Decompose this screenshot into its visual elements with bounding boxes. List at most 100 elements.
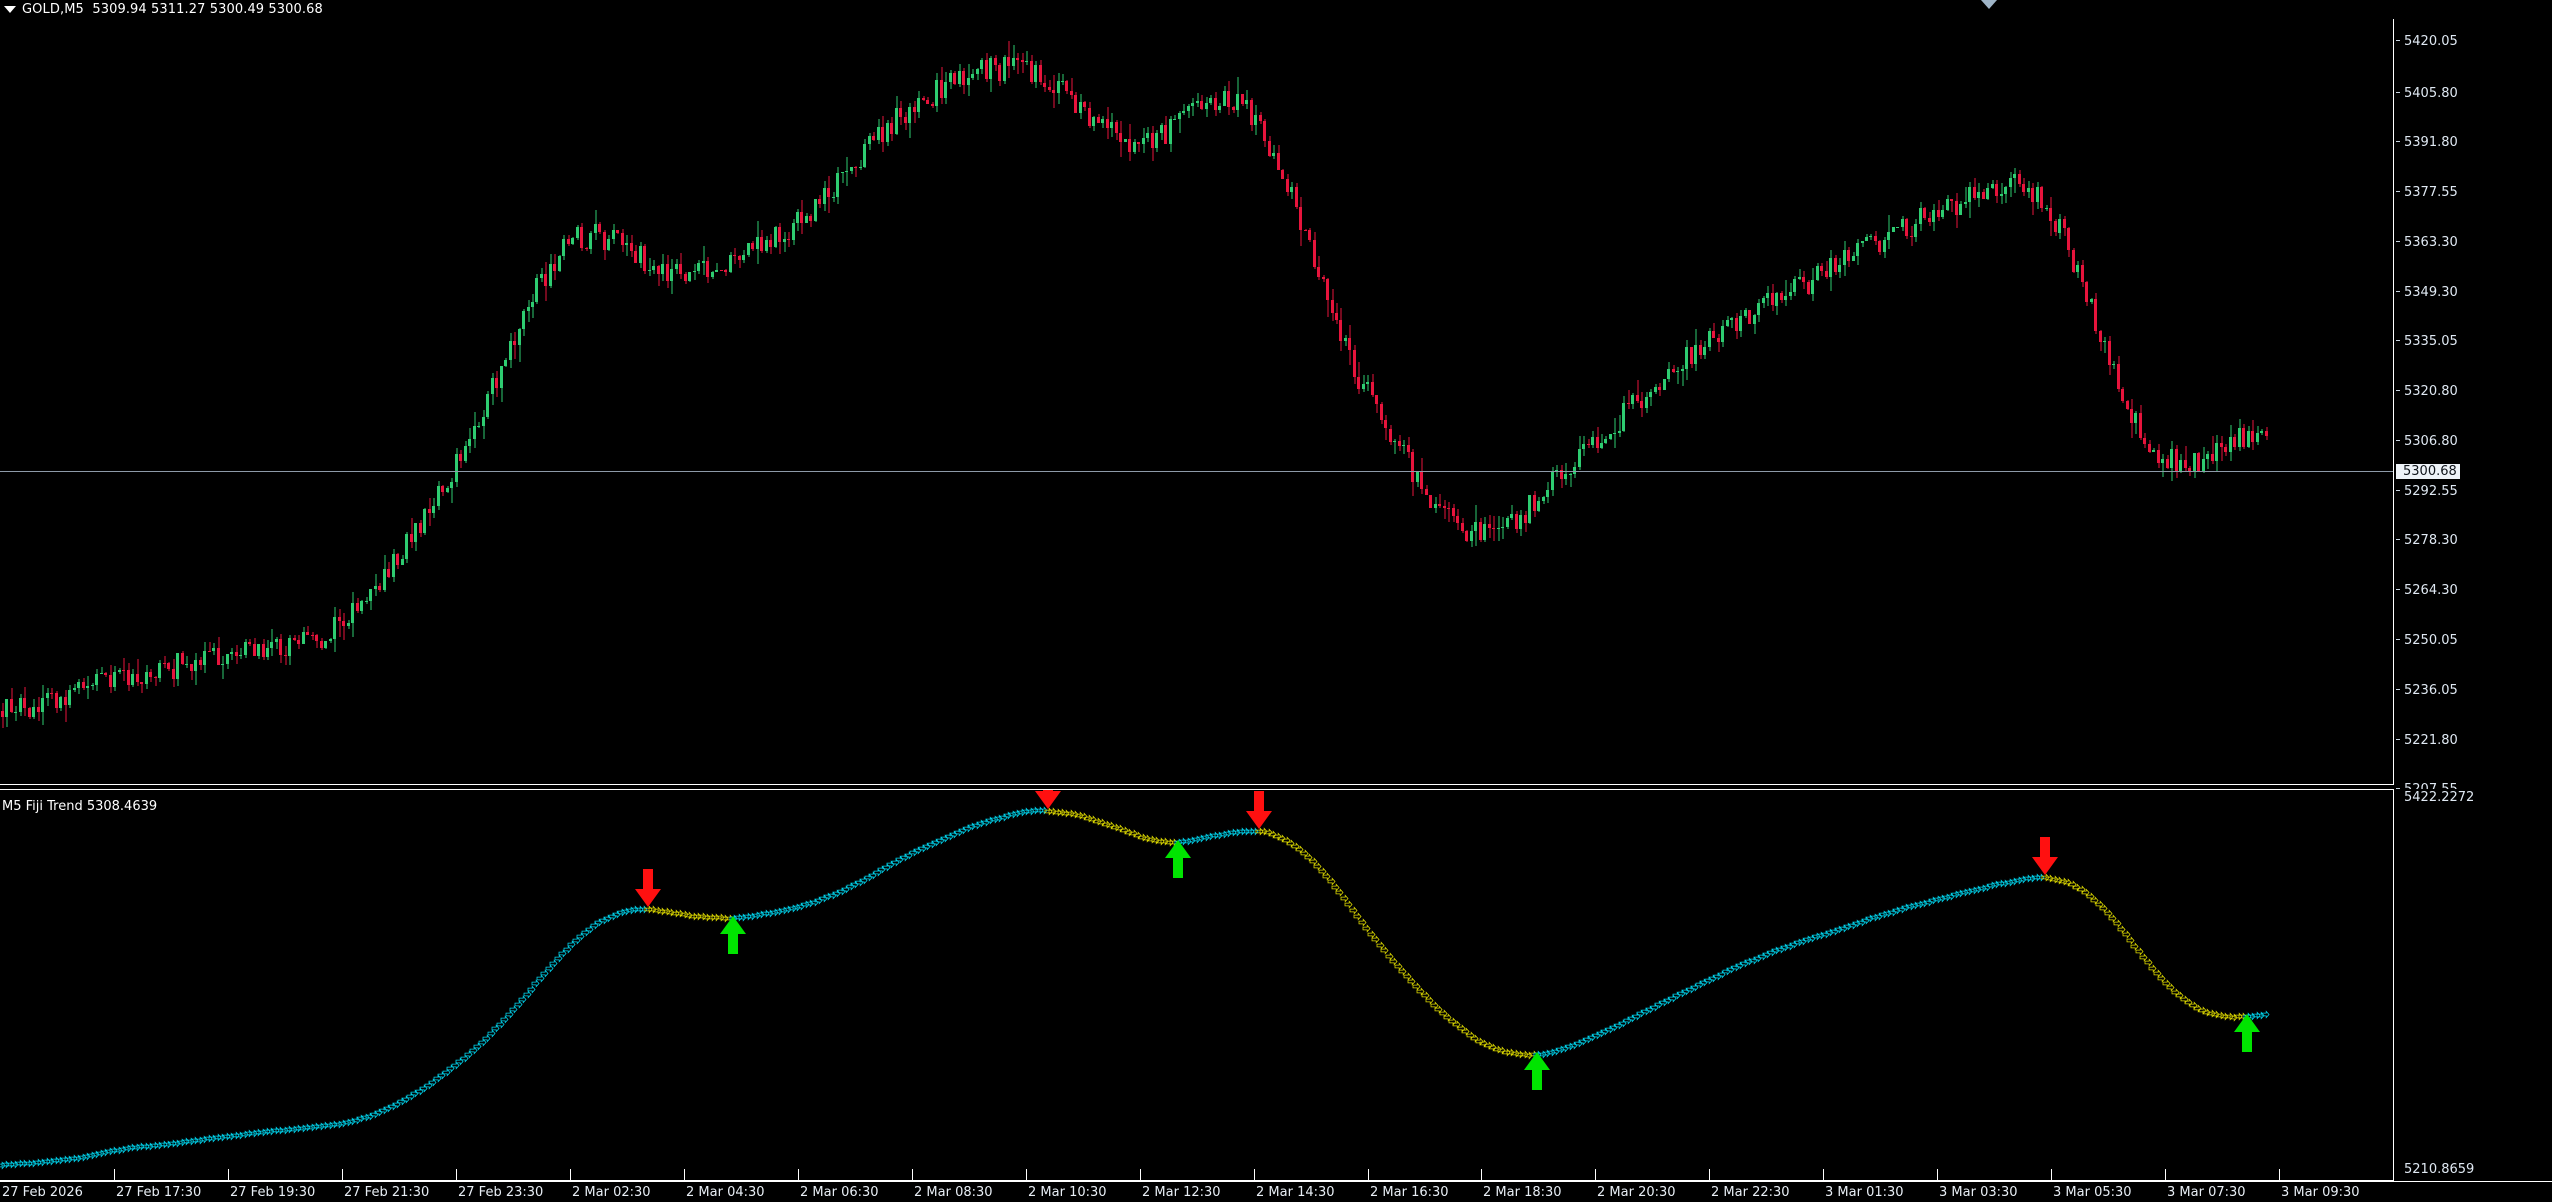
candlestick (473, 412, 476, 448)
trend-down-arrow-icon (1151, 836, 1160, 845)
trend-up-arrow-icon (1627, 1014, 1636, 1023)
candlestick (1070, 78, 1073, 99)
trend-up-arrow-icon (765, 908, 774, 918)
trend-down-arrow-icon (675, 909, 684, 919)
candlestick (1721, 320, 1724, 347)
trend-up-arrow-icon (1978, 883, 1987, 893)
trend-down-arrow-icon (1295, 845, 1304, 854)
trend-up-arrow-icon (361, 1113, 370, 1122)
candlestick (311, 632, 314, 641)
candlestick (747, 242, 750, 257)
candlestick (2188, 465, 2191, 476)
candlestick (509, 333, 512, 368)
time-tick (1595, 1173, 1596, 1182)
trend-up-arrow-icon (505, 1010, 514, 1019)
candlestick (1200, 94, 1203, 111)
trend-up-arrow-icon (1928, 896, 1937, 906)
trend-up-arrow-icon (981, 818, 990, 827)
trend-down-arrow-icon (684, 911, 693, 920)
indicator-pane[interactable] (0, 789, 2394, 1181)
candlestick (2072, 248, 2075, 274)
candlestick (1043, 75, 1046, 93)
trend-down-arrow-icon (653, 906, 662, 915)
trend-down-arrow-icon (2045, 874, 2054, 883)
time-label: 27 Feb 21:30 (344, 1185, 430, 1200)
time-scale[interactable]: 27 Feb 2026 27 Feb 17:30 27 Feb 19:30 27 Fe… (0, 1173, 2552, 1202)
candlestick (1164, 115, 1167, 145)
trend-up-arrow-icon (473, 1042, 482, 1051)
candlestick (306, 626, 309, 636)
candlestick (2040, 185, 2043, 212)
candlestick (2206, 451, 2209, 469)
price-scale[interactable]: 5420.05 5405.80 5391.80 5377.55 5363.30 5349.… (2396, 19, 2552, 796)
candlestick (32, 699, 35, 720)
trend-up-arrow-icon (599, 916, 608, 925)
candlestick (1784, 280, 1787, 306)
candlestick (50, 688, 53, 699)
candlestick (356, 597, 359, 614)
trend-up-arrow-icon (531, 979, 540, 989)
candlestick (1474, 504, 1477, 546)
time-label: 3 Mar 05:30 (2053, 1185, 2132, 1200)
trend-up-arrow-icon (1834, 925, 1843, 934)
time-tick (1481, 1173, 1482, 1182)
trend-up-arrow-icon (1587, 1032, 1596, 1042)
candlestick (410, 518, 413, 548)
candlestick (1137, 141, 1140, 152)
candlestick (140, 682, 143, 694)
candlestick (531, 294, 534, 319)
candlestick (68, 685, 71, 708)
candlestick (881, 115, 884, 153)
candlestick (2022, 178, 2025, 196)
trend-down-arrow-icon (1376, 941, 1385, 950)
candlestick (19, 694, 22, 717)
price-tick: 5377.55 (2396, 186, 2458, 199)
trend-up-arrow-icon (963, 824, 972, 833)
trend-down-arrow-icon (1439, 1009, 1448, 1018)
trend-up-arrow-icon (1223, 829, 1232, 838)
trend-down-arrow-icon (1106, 821, 1115, 830)
trend-up-arrow-icon (109, 1146, 118, 1156)
candlestick (2009, 171, 2012, 198)
candlestick (2215, 434, 2218, 471)
trend-up-arrow-icon (1636, 1009, 1645, 1018)
candlestick (967, 63, 970, 96)
trend-up-arrow-icon (859, 876, 868, 885)
trend-down-arrow-icon (2126, 936, 2135, 945)
candlestick (630, 234, 633, 258)
candlestick (1057, 72, 1060, 105)
trend-up-arrow-icon (199, 1135, 208, 1144)
trend-up-arrow-icon (249, 1129, 258, 1138)
trend-up-arrow-icon (240, 1130, 249, 1139)
price-chart-pane[interactable] (0, 19, 2394, 785)
triangle-down-icon[interactable] (2, 6, 18, 13)
candlestick (432, 498, 435, 518)
trend-up-arrow-icon (1857, 918, 1866, 927)
candlestick (127, 663, 130, 691)
candlestick (392, 548, 395, 582)
candlestick (217, 636, 220, 666)
time-tick (342, 1173, 343, 1182)
candlestick (1982, 188, 1985, 199)
candlestick (2202, 447, 2205, 474)
candlestick (1402, 440, 1405, 454)
trend-up-arrow-icon (1969, 886, 1978, 895)
trend-up-arrow-icon (1547, 1048, 1556, 1057)
trend-down-arrow-icon (1097, 818, 1106, 827)
candlestick (2152, 448, 2155, 453)
trend-up-arrow-icon (1731, 963, 1740, 972)
candlestick (270, 628, 273, 657)
candlestick (1613, 417, 1616, 448)
candlestick (2148, 439, 2151, 454)
candlestick (1775, 292, 1778, 315)
candlestick (1932, 204, 1935, 231)
candlestick (1277, 145, 1280, 170)
price-tick: 5320.80 (2396, 385, 2458, 398)
candlestick (221, 656, 224, 680)
trend-up-arrow-icon (783, 905, 792, 914)
indicator-scale[interactable]: 5422.2272 5210.8659 (2396, 789, 2552, 1181)
candlestick (1798, 269, 1801, 280)
trend-down-arrow-icon (2054, 876, 2063, 885)
price-tick: 5264.30 (2396, 584, 2458, 597)
candlestick (522, 309, 525, 336)
